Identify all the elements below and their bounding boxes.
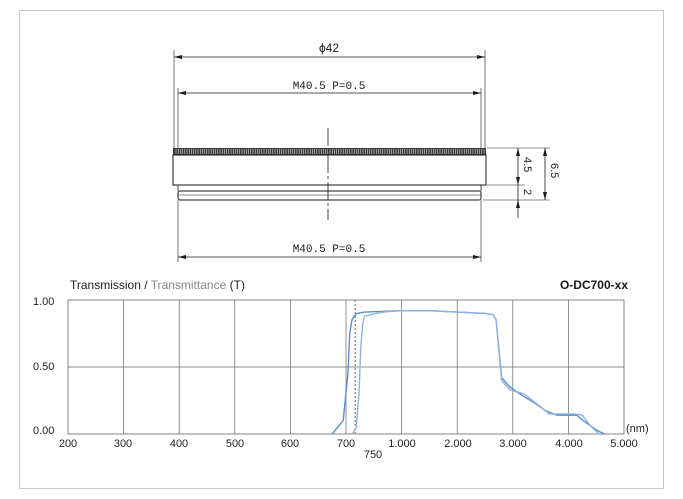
label-thread-bottom: M40.5 P=0.5 [293, 244, 366, 256]
label-height-lower: 2 [521, 189, 533, 195]
chart-title-part1: Transmission / [70, 278, 151, 292]
x-tick-label: 3.000 [499, 438, 527, 450]
y-tick-label: 0.00 [33, 425, 55, 437]
series-line-2 [351, 310, 600, 435]
label-height-total: 6.5 [548, 163, 560, 178]
label-outer-diameter: ϕ42 [319, 41, 339, 55]
transmission-chart [67, 299, 625, 435]
x-tick-label: 200 [58, 438, 78, 450]
sheet-border [19, 10, 664, 489]
series-line-1 [331, 310, 605, 435]
chart-title: Transmission / Transmittance (T) [70, 278, 245, 292]
mechanical-drawing: ϕ42 M40.5 P=0.5 M40.5 P=0.5 4.5 2 6.5 [172, 41, 560, 262]
thread-ring [177, 190, 482, 201]
chart-title-part3: (T) [226, 278, 245, 292]
knurled-ring [173, 148, 486, 155]
x-tick-label: 700 [336, 438, 356, 450]
label-thread-top: M40.5 P=0.5 [293, 81, 366, 93]
y-tick-label: 1.00 [33, 296, 55, 308]
label-height-upper: 4.5 [521, 157, 533, 172]
x-tick-label: 2.000 [444, 438, 472, 450]
x-tick-label: 300 [113, 438, 133, 450]
x-tick-label: 600 [280, 438, 300, 450]
x-tick-label: 1.000 [388, 438, 416, 450]
chart-title-part2: Transmittance [150, 278, 227, 292]
x-tick-label: 4.000 [555, 438, 583, 450]
x-tick-label: 500 [225, 438, 245, 450]
y-tick-label: 0.50 [33, 361, 55, 373]
x-tick-label: 400 [169, 438, 189, 450]
x-tick-label: 5.000 [610, 438, 638, 450]
x-tick-label-750: 750 [363, 449, 383, 461]
product-code: O-DC700-xx [559, 278, 628, 292]
x-unit-label: (nm) [626, 423, 649, 435]
